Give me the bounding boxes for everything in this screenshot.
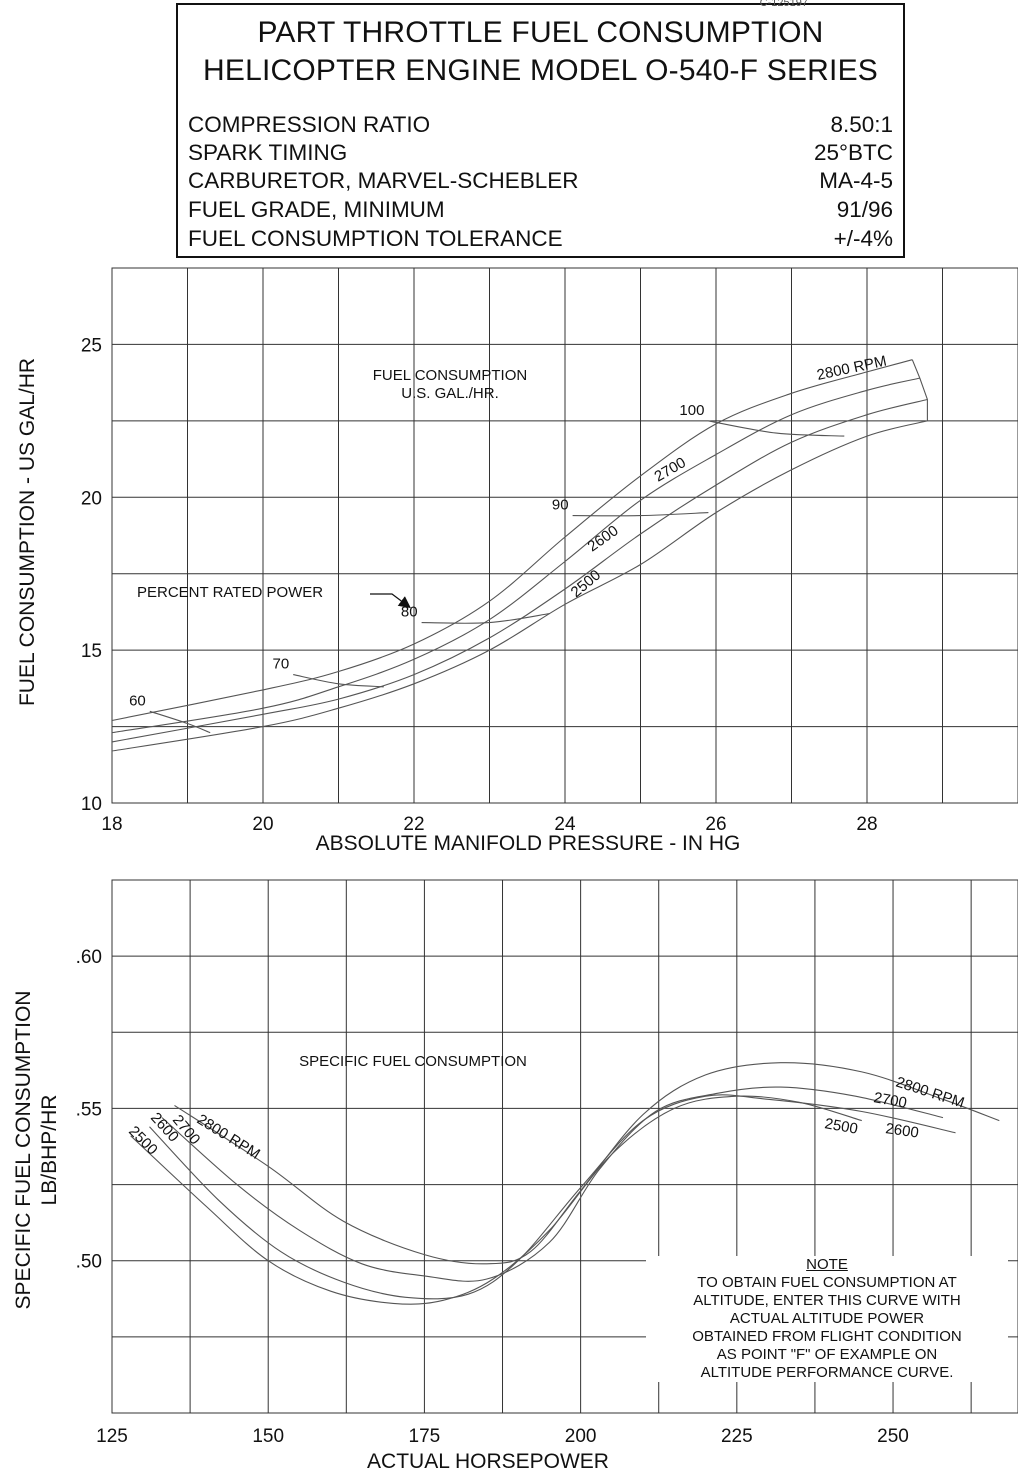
x-tick-label: 125 (96, 1426, 128, 1447)
power-label: 90 (552, 497, 569, 514)
sfc-note: NOTE TO OBTAIN FUEL CONSUMPTION AT ALTIT… (646, 1256, 1008, 1382)
sfc-right-label-2600: 2600 (884, 1120, 919, 1141)
note-line: TO OBTAIN FUEL CONSUMPTION AT (646, 1274, 1008, 1292)
x-tick-label: 150 (252, 1426, 284, 1447)
x-tick-label: 28 (856, 814, 877, 835)
note-line: ALTITUDE, ENTER THIS CURVE WITH (646, 1292, 1008, 1310)
chart1-inner-title-line2: U.S. GAL./HR. (401, 385, 499, 402)
x-tick-label: 20 (252, 814, 273, 835)
rpm-label-2800: 2800 RPM (815, 353, 888, 384)
x-tick-label: 225 (721, 1426, 753, 1447)
y-tick-label: .50 (76, 1252, 102, 1273)
x-tick-label: 175 (409, 1426, 441, 1447)
series-line (112, 378, 920, 733)
x-tick-label: 18 (101, 814, 122, 835)
chart1-xlabel: ABSOLUTE MANIFOLD PRESSURE - IN HG (316, 832, 741, 855)
chart2-inner-title: SPECIFIC FUEL CONSUMPTION (299, 1053, 527, 1070)
chart2-ylabel-line1: SPECIFIC FUEL CONSUMPTION (12, 991, 35, 1310)
note-line: ALTITUDE PERFORMANCE CURVE. (646, 1364, 1008, 1382)
power-label: 100 (679, 402, 704, 419)
chart1-ylabel: FUEL CONSUMPTION - US GAL/HR (16, 358, 39, 706)
series-line (112, 400, 927, 742)
y-tick-label: .55 (76, 1099, 102, 1120)
rpm-label-2500: 2500 (568, 567, 604, 601)
y-tick-label: 25 (81, 335, 102, 356)
y-tick-label: .60 (76, 947, 102, 968)
series-endcap (912, 360, 927, 421)
y-tick-label: 20 (81, 488, 102, 509)
percent-rated-power-annotation: PERCENT RATED POWER (137, 584, 323, 601)
power-label: 70 (273, 656, 290, 673)
power-line (708, 421, 844, 436)
y-tick-label: 10 (81, 794, 102, 815)
x-tick-label: 200 (565, 1426, 597, 1447)
note-line: ACTUAL ALTITUDE POWER (646, 1310, 1008, 1328)
chart2-ylabel-line2: LB/BHP/HR (38, 1095, 61, 1206)
note-line: AS POINT "F" OF EXAMPLE ON (646, 1346, 1008, 1364)
chart1-inner-title-line1: FUEL CONSUMPTION (373, 367, 527, 384)
power-label: 60 (129, 692, 146, 709)
sfc-left-label-2800: 2800 RPM (194, 1111, 263, 1163)
note-line: OBTAINED FROM FLIGHT CONDITION (646, 1328, 1008, 1346)
power-label: 80 (401, 604, 418, 621)
chart2-xlabel: ACTUAL HORSEPOWER (367, 1450, 609, 1470)
x-tick-label: 250 (877, 1426, 909, 1447)
y-tick-label: 15 (81, 641, 102, 662)
rpm-label-2600: 2600 (585, 522, 622, 555)
note-heading: NOTE (646, 1256, 1008, 1274)
